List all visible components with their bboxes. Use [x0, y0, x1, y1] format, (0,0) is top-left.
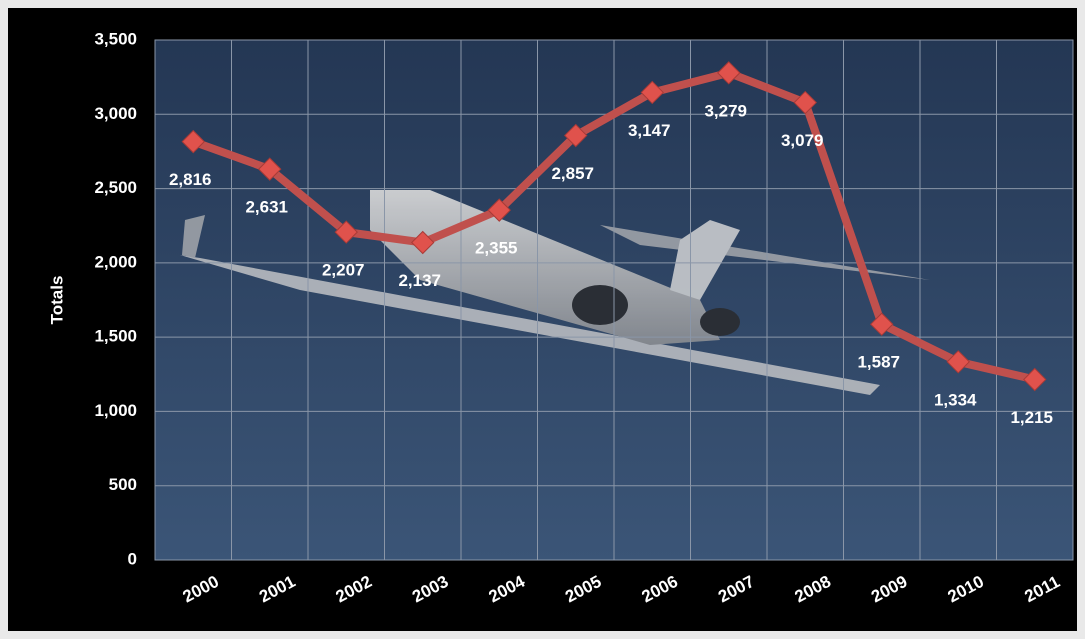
- y-tick-label: 3,500: [94, 29, 137, 48]
- data-marker: [411, 230, 435, 255]
- y-tick-label: 1,500: [94, 327, 137, 346]
- data-marker: [564, 123, 588, 148]
- data-label: 2,355: [475, 239, 518, 258]
- data-label: 3,079: [781, 131, 824, 150]
- y-tick-label: 500: [109, 475, 137, 494]
- data-label: 3,279: [704, 101, 747, 120]
- data-marker: [334, 220, 358, 244]
- data-label: 1,587: [857, 353, 900, 372]
- data-marker: [640, 80, 664, 105]
- data-marker: [946, 350, 970, 374]
- data-marker: [487, 198, 511, 222]
- y-tick-label: 2,500: [94, 178, 137, 197]
- data-label: 3,147: [628, 121, 671, 140]
- data-marker: [1023, 367, 1047, 392]
- series-line: [191, 68, 1036, 384]
- data-marker: [258, 157, 282, 181]
- y-tick-label: 3,000: [94, 104, 137, 123]
- data-label: 2,816: [169, 170, 212, 189]
- data-marker: [870, 312, 894, 336]
- data-label: 2,137: [398, 271, 441, 290]
- data-marker: [181, 129, 205, 154]
- data-label: 1,334: [934, 390, 977, 409]
- data-label: 1,215: [1010, 408, 1053, 427]
- data-label: 2,207: [322, 261, 365, 280]
- y-axis-title: Totals: [47, 276, 66, 325]
- data-marker: [793, 90, 817, 115]
- y-tick-label: 1,000: [94, 401, 137, 420]
- data-marker: [717, 61, 741, 85]
- y-tick-label: 0: [128, 549, 137, 568]
- y-tick-label: 2,000: [94, 252, 137, 271]
- data-label: 2,631: [245, 198, 288, 217]
- data-label: 2,857: [551, 164, 594, 183]
- plot-border: [154, 39, 1074, 561]
